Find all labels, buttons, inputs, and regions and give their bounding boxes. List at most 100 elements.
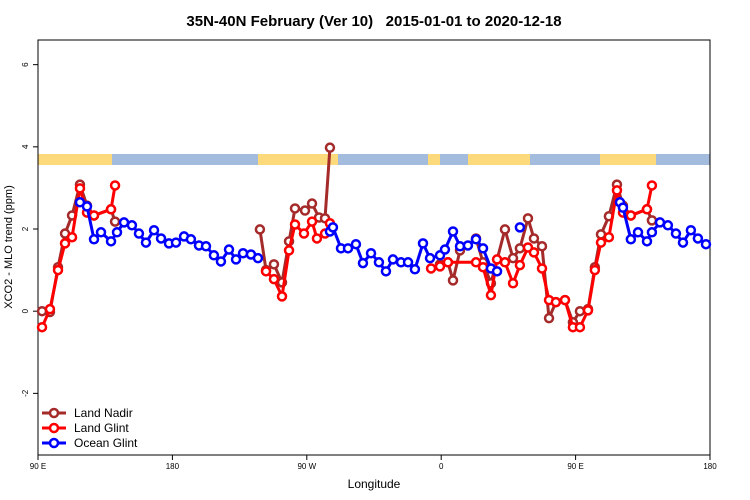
point [327,222,339,233]
point [208,250,220,261]
point [499,224,511,235]
point [536,241,548,252]
x-tick-label: 0 [439,462,444,471]
point [485,289,497,301]
point [677,237,689,248]
point [185,234,197,245]
x-tick-label: 90 E [567,462,583,471]
point [230,254,242,265]
y-tick-label: 4 [21,144,30,149]
chart-title: 35N-40N February (Ver 10) 2015-01-01 to … [186,13,561,30]
point [514,222,526,233]
point [700,238,712,250]
point [95,227,107,238]
point [507,252,519,264]
point [582,305,594,316]
point [543,312,555,324]
point [66,231,78,243]
y-tick-label: -2 [21,389,30,397]
legend-swatch-point [48,407,60,419]
point [324,142,336,153]
point [299,205,311,216]
point [223,244,235,255]
point [514,259,526,271]
point [289,219,301,230]
point [109,216,121,227]
point [477,261,489,273]
point [625,234,637,245]
land-mask-band [38,154,710,165]
point [365,248,377,259]
legend-label: Land Glint [74,421,129,435]
point [306,216,318,227]
legend-swatch-point [48,422,60,434]
point [252,252,264,264]
ocean-band [38,154,710,165]
point [507,277,519,289]
point [685,224,697,236]
point [442,257,454,268]
x-tick-label: 90 E [30,462,46,471]
point [603,231,615,243]
point [424,252,436,264]
point [88,234,100,245]
point [88,210,100,221]
point [646,180,658,191]
point [283,245,295,256]
x-tick-label: 90 W [297,462,316,471]
point [74,183,86,194]
point [522,213,534,224]
point [133,228,145,239]
land-band [468,154,530,165]
point [536,263,548,274]
point [357,257,369,269]
point [641,236,653,247]
point [477,243,489,254]
point [447,226,459,237]
point [559,294,571,306]
legend-label: Land Nadir [74,406,133,420]
point [625,210,637,221]
point [670,228,682,239]
point [646,215,658,226]
point [237,248,249,259]
point [215,256,227,267]
land-band [428,154,440,165]
legend-swatch-point [48,437,60,449]
point [36,321,48,333]
point [105,236,117,247]
point [692,233,704,244]
point [470,234,482,245]
point [268,259,280,270]
point [311,233,323,244]
point [632,227,644,238]
point [350,238,362,250]
point [589,264,601,276]
point [298,228,310,239]
land-band [38,154,112,165]
point [155,233,167,244]
point [425,263,437,274]
point [470,257,482,268]
point [574,321,586,333]
point [617,202,629,213]
series [74,197,712,277]
point [387,254,399,265]
point [447,275,459,286]
point [514,243,526,254]
x-tick-label: 180 [166,462,180,471]
point [595,237,607,248]
point [170,237,182,248]
point [409,264,421,275]
point [276,291,288,302]
point [528,233,540,244]
point [342,243,354,254]
land-band [600,154,656,165]
point [574,305,586,317]
x-tick-label: 180 [703,462,717,471]
point [148,224,160,236]
point [200,241,212,252]
point [380,266,392,277]
point [611,185,623,196]
